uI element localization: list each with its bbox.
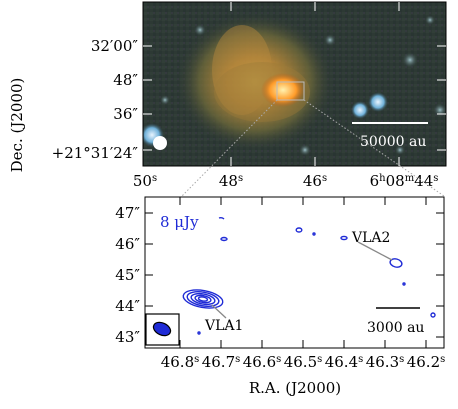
contour-blob [340, 235, 348, 241]
zoom-connector-right [303, 99, 445, 197]
contour-blob [218, 216, 225, 220]
svg-text:48s: 48s [219, 172, 243, 190]
bottom-dec-tick-label: 46″ [115, 235, 140, 253]
source-label-vla1: VLA1 [204, 318, 243, 334]
top-ra-tick-label: 50s [133, 172, 157, 190]
beam-marker [153, 136, 167, 150]
bottom-dec-tick-label: 45″ [115, 266, 140, 284]
svg-text:50s: 50s [133, 172, 157, 190]
contour-blob [295, 227, 303, 233]
bottom-dec-tick-label: 44″ [115, 297, 140, 315]
dec-axis-title: Dec. (J2000) [8, 78, 26, 173]
bottom-ra-tick-label: 46.5s [284, 353, 323, 371]
top-dec-tick-label: 36″ [113, 105, 138, 123]
ra-axis-title: R.A. (J2000) [249, 379, 341, 397]
top-dec-tick-label: 48″ [113, 71, 138, 89]
bottom-ra-tick-label: 46.6s [243, 353, 282, 371]
bottom-panel-frame [144, 196, 445, 349]
zoom-connector-left [181, 99, 278, 197]
top-panel-image [143, 2, 446, 166]
top-ra-tick-label: 48s [219, 172, 243, 190]
vla1-contours [182, 289, 224, 309]
bottom-ra-tick-label: 46.2s [407, 353, 446, 371]
beam-ellipse [152, 321, 172, 337]
bottom-scale-bar-label: 3000 au [367, 320, 424, 336]
top-panel-frame [142, 1, 447, 167]
top-dec-tick-label: +21°31′24″ [52, 144, 139, 162]
contour-blob [197, 331, 201, 335]
contours [182, 216, 436, 335]
contour-level-label: 8 μJy [160, 213, 199, 231]
top-scale-bar-label: 50000 au [360, 134, 426, 150]
source-label-vla2: VLA2 [351, 230, 390, 246]
contour-blob [402, 282, 406, 286]
bottom-dec-tick-label: 47″ [115, 204, 140, 222]
zoom-box [276, 81, 305, 101]
bottom-dec-tick-label: 43″ [115, 328, 140, 346]
svg-text:6h08m44s: 6h08m44s [370, 172, 439, 190]
svg-text:46s: 46s [303, 172, 327, 190]
bottom-ra-tick-label: 46.4s [325, 353, 364, 371]
top-ra-tick-label: 46s [303, 172, 327, 190]
vla2-leader-line [357, 241, 393, 261]
vla1-leader-line [211, 304, 227, 319]
bottom-panel-ticks [145, 197, 444, 348]
contour-blob [312, 232, 316, 236]
vla2-contour [389, 258, 403, 268]
bottom-ra-tick-label: 46.7s [202, 353, 241, 371]
contour-blob [430, 312, 436, 318]
bottom-ra-tick-label: 46.3s [366, 353, 405, 371]
top-ra-tick-label-last: 6h08m44s [370, 172, 439, 190]
contour-blob [220, 236, 228, 242]
top-panel-ticks [143, 2, 446, 166]
top-dec-tick-label: 32′00″ [91, 37, 139, 55]
bottom-ra-tick-label: 46.8s [161, 353, 200, 371]
